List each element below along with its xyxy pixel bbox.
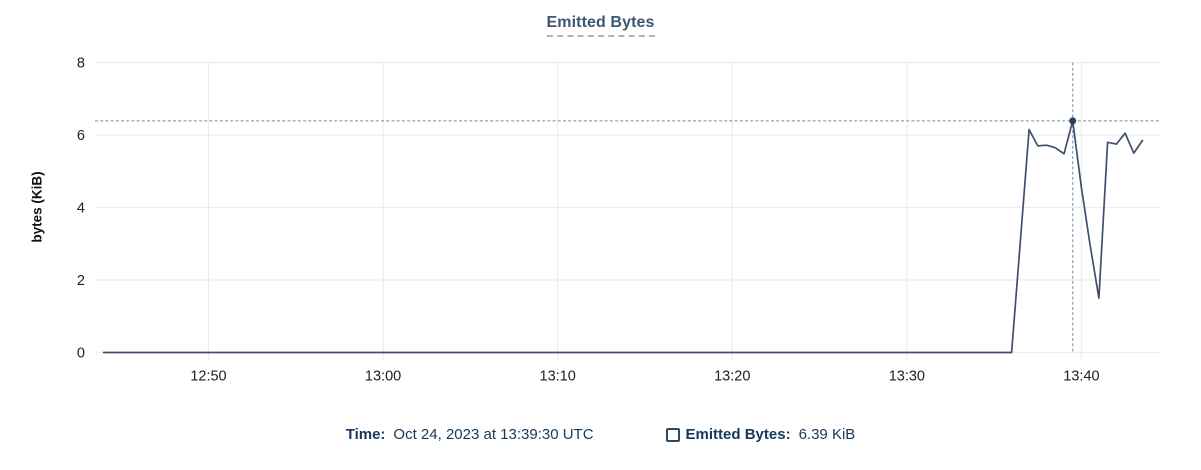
series-value: 6.39 KiB <box>798 426 856 443</box>
x-tick-label: 13:00 <box>365 369 401 385</box>
x-tick-label: 13:30 <box>889 369 925 385</box>
y-axis-title: bytes (KiB) <box>29 171 45 243</box>
series-label: Emitted Bytes: <box>685 426 791 443</box>
x-tick-label: 13:10 <box>540 369 576 385</box>
y-tick-label: 8 <box>77 56 85 72</box>
y-tick-label: 6 <box>77 128 85 144</box>
hover-readout-row: Time: Oct 24, 2023 at 13:39:30 UTC Emitt… <box>0 426 1201 443</box>
series-line-emitted-bytes <box>102 120 1144 354</box>
time-label: Time: <box>345 426 386 443</box>
x-tick-label: 12:50 <box>190 369 226 385</box>
plot-area[interactable]: 0 2 4 6 8 12:50 13:00 13:10 13:20 13:30 13:40 <box>0 0 1201 412</box>
y-tick-label: 4 <box>77 201 85 217</box>
y-tick-label: 0 <box>77 346 85 362</box>
y-tick-label: 2 <box>77 273 85 289</box>
x-tick-label: 13:20 <box>714 369 750 385</box>
x-tick-label: 13:40 <box>1063 369 1099 385</box>
hovered-point-marker <box>1069 117 1077 125</box>
legend-item-emitted-bytes[interactable]: Emitted Bytes: 6.39 KiB <box>665 426 856 443</box>
time-value: Oct 24, 2023 at 13:39:30 UTC <box>393 426 594 443</box>
series-visibility-checkbox[interactable] <box>665 427 680 442</box>
chart-header: Emitted Bytes <box>0 14 1201 37</box>
chart-title[interactable]: Emitted Bytes <box>546 14 655 37</box>
